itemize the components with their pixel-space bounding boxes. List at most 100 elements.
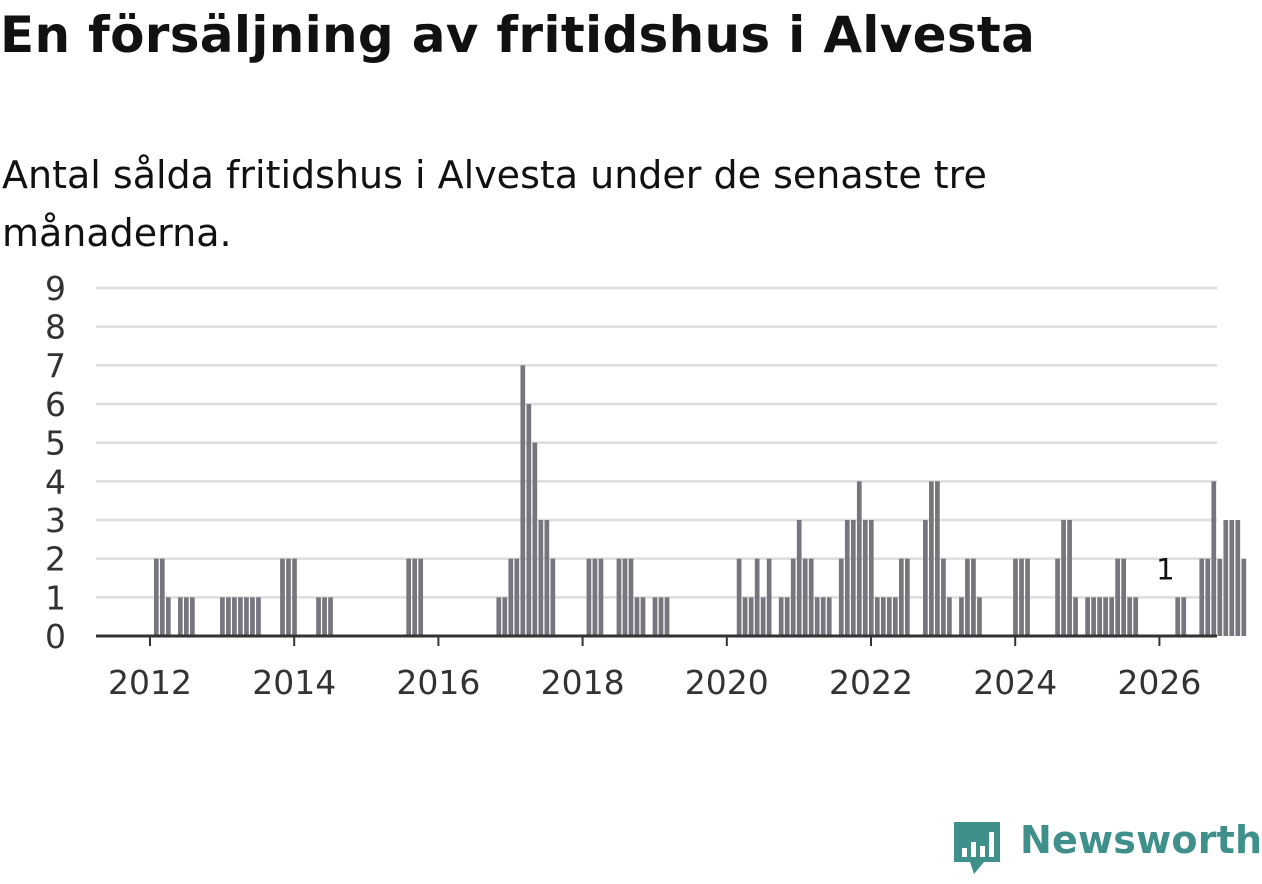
bar: [658, 597, 664, 636]
bar: [766, 558, 772, 636]
bar: [1241, 558, 1247, 636]
bar: [838, 558, 844, 636]
bar: [586, 558, 592, 636]
bar: [844, 520, 850, 636]
highlight-data-label: 1: [1156, 552, 1174, 586]
bar: [664, 597, 670, 636]
y-tick-label: 1: [45, 578, 66, 617]
bar: [622, 558, 628, 636]
bar: [790, 558, 796, 636]
bar: [874, 597, 880, 636]
bar: [292, 558, 297, 636]
bar: [1235, 520, 1241, 636]
bar: [1115, 558, 1120, 636]
bar: [286, 558, 291, 636]
bar: [898, 558, 904, 636]
bar: [238, 597, 243, 636]
bar: [514, 558, 520, 636]
bar: [634, 597, 640, 636]
bar: [244, 597, 249, 636]
bar: [1229, 520, 1235, 636]
bar: [862, 520, 868, 636]
bar: [592, 558, 598, 636]
bar: [1205, 558, 1211, 636]
bar: [826, 597, 832, 636]
bar: [947, 597, 952, 636]
bar: [316, 597, 321, 636]
bar: [1103, 597, 1108, 636]
bar: [550, 558, 556, 636]
bar: [406, 558, 412, 636]
bar: [1025, 558, 1030, 636]
bar: [1061, 520, 1066, 636]
bar: [971, 558, 976, 636]
bar: [177, 597, 183, 636]
bar: [520, 365, 526, 636]
bar: [820, 597, 826, 636]
bar: [538, 520, 544, 636]
gridlines: [96, 286, 1217, 599]
y-tick-label: 2: [45, 540, 66, 579]
bar: [220, 597, 225, 636]
bar: [1067, 520, 1072, 636]
x-tick-label: 2018: [541, 663, 625, 702]
annotations: 1: [1156, 552, 1174, 586]
bar: [159, 558, 165, 636]
bar: [496, 597, 502, 636]
bar: [748, 597, 754, 636]
bar: [736, 558, 742, 636]
bar: [802, 558, 808, 636]
bar: [652, 597, 658, 636]
y-tick-label: 0: [45, 617, 66, 656]
bar: [1085, 597, 1090, 636]
bar: [165, 597, 171, 636]
bar: [418, 558, 424, 636]
newsworthy-logo[interactable]: Newsworthy: [950, 818, 1262, 880]
bar: [760, 597, 766, 636]
bar: [502, 597, 508, 636]
bar: [190, 597, 195, 636]
bar: [532, 442, 538, 636]
bar: [328, 597, 333, 636]
bar: [808, 558, 814, 636]
bar: [935, 481, 940, 636]
logo-text: Newsworthy: [1020, 818, 1262, 862]
bar: [1217, 558, 1223, 636]
bar: [977, 597, 982, 636]
y-tick-label: 4: [45, 462, 66, 501]
x-tick-label: 2012: [108, 663, 192, 702]
x-tick-label: 2014: [252, 663, 336, 702]
bar: [856, 481, 862, 636]
bar: [904, 558, 910, 636]
bar: [412, 558, 418, 636]
bar: [1073, 597, 1078, 636]
bar: [886, 597, 892, 636]
bar: [796, 520, 802, 636]
bars: [153, 365, 1247, 636]
bar: [250, 597, 255, 636]
chart-title: En försäljning av fritidshus i Alvesta: [0, 6, 1036, 64]
bar: [1175, 597, 1181, 636]
bar: [784, 597, 790, 636]
bar: [280, 558, 285, 636]
bar: [183, 597, 189, 636]
bar: [778, 597, 784, 636]
bar: [923, 520, 928, 636]
x-tick-label: 2022: [829, 663, 913, 702]
bar: [929, 481, 934, 636]
bar: [153, 558, 159, 636]
bar: [814, 597, 820, 636]
x-axis: 2012 2014 2016 2018 2020 2022 2024 2026: [96, 634, 1217, 702]
bar: [1013, 558, 1018, 636]
bar: [1211, 481, 1217, 636]
bar: [598, 558, 604, 636]
bar: [892, 597, 898, 636]
x-tick-label: 2024: [973, 663, 1057, 702]
bar: [1109, 597, 1114, 636]
bar: [959, 597, 964, 636]
bar: [1097, 597, 1102, 636]
bar: [640, 597, 646, 636]
bar: [322, 597, 327, 636]
